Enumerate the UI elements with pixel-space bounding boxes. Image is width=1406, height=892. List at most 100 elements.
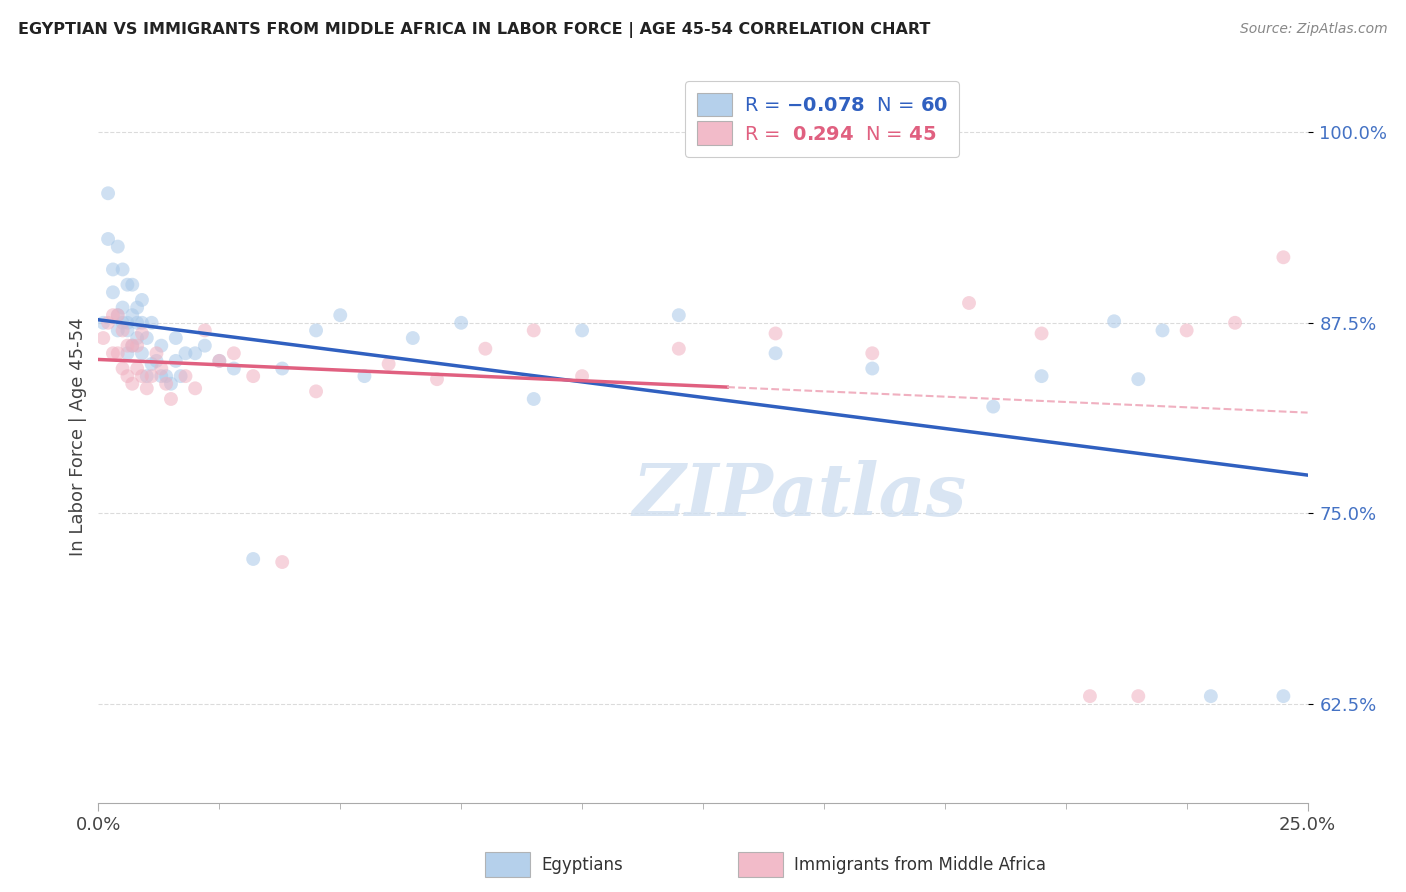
Point bbox=[160, 376, 183, 391]
Point bbox=[111, 316, 134, 330]
Point bbox=[165, 331, 187, 345]
Point bbox=[305, 323, 328, 337]
Point bbox=[121, 339, 143, 353]
Point bbox=[91, 316, 114, 330]
Point bbox=[194, 323, 217, 337]
Point bbox=[402, 331, 425, 345]
Point bbox=[1128, 689, 1150, 703]
Point bbox=[1078, 689, 1101, 703]
Point bbox=[571, 323, 593, 337]
Point bbox=[107, 308, 129, 322]
Point bbox=[353, 369, 375, 384]
Point bbox=[1102, 314, 1125, 328]
Point bbox=[121, 308, 143, 322]
Point bbox=[131, 326, 153, 341]
Point bbox=[107, 346, 129, 360]
Point bbox=[127, 316, 149, 330]
Point bbox=[981, 400, 1004, 414]
Point bbox=[111, 262, 134, 277]
Text: Immigrants from Middle Africa: Immigrants from Middle Africa bbox=[794, 856, 1046, 874]
Point bbox=[523, 392, 546, 406]
Point bbox=[242, 369, 264, 384]
Point bbox=[208, 354, 231, 368]
Point bbox=[194, 339, 217, 353]
Text: Source: ZipAtlas.com: Source: ZipAtlas.com bbox=[1240, 22, 1388, 37]
Point bbox=[271, 361, 294, 376]
Text: Egyptians: Egyptians bbox=[541, 856, 623, 874]
Point bbox=[127, 339, 149, 353]
Point bbox=[150, 361, 173, 376]
Point bbox=[131, 346, 153, 360]
Point bbox=[377, 357, 399, 371]
Point bbox=[117, 346, 139, 360]
Point bbox=[141, 316, 163, 330]
Point bbox=[160, 392, 183, 406]
Point bbox=[127, 301, 149, 315]
Point bbox=[101, 346, 124, 360]
Point bbox=[101, 262, 124, 277]
Point bbox=[141, 357, 163, 371]
Text: EGYPTIAN VS IMMIGRANTS FROM MIDDLE AFRICA IN LABOR FORCE | AGE 45-54 CORRELATION: EGYPTIAN VS IMMIGRANTS FROM MIDDLE AFRIC… bbox=[18, 22, 931, 38]
Point bbox=[174, 369, 197, 384]
Point bbox=[571, 369, 593, 384]
Point bbox=[208, 354, 231, 368]
Point bbox=[957, 296, 980, 310]
Point bbox=[101, 308, 124, 322]
Point bbox=[150, 339, 173, 353]
Point bbox=[222, 346, 245, 360]
Point bbox=[1128, 372, 1150, 386]
Point bbox=[117, 339, 139, 353]
Point bbox=[329, 308, 352, 322]
Point bbox=[127, 361, 149, 376]
Point bbox=[668, 342, 690, 356]
Point bbox=[1223, 316, 1246, 330]
Point bbox=[97, 186, 120, 201]
Point bbox=[271, 555, 294, 569]
Point bbox=[117, 277, 139, 292]
Point bbox=[111, 361, 134, 376]
Point bbox=[450, 316, 472, 330]
Point bbox=[131, 293, 153, 307]
Point bbox=[107, 323, 129, 337]
Point bbox=[150, 369, 173, 384]
Point bbox=[668, 308, 690, 322]
Text: ZIPatlas: ZIPatlas bbox=[633, 460, 967, 531]
Point bbox=[222, 361, 245, 376]
Point bbox=[474, 342, 496, 356]
Point bbox=[135, 369, 157, 384]
Point bbox=[107, 308, 129, 322]
Point bbox=[117, 316, 139, 330]
Point bbox=[97, 232, 120, 246]
Point bbox=[523, 323, 546, 337]
Point bbox=[121, 376, 143, 391]
Point bbox=[174, 346, 197, 360]
Point bbox=[765, 326, 787, 341]
Point bbox=[101, 285, 124, 300]
Point bbox=[1175, 323, 1198, 337]
Point bbox=[765, 346, 787, 360]
Y-axis label: In Labor Force | Age 45-54: In Labor Force | Age 45-54 bbox=[69, 318, 87, 557]
Point bbox=[121, 339, 143, 353]
Point bbox=[131, 369, 153, 384]
Point bbox=[145, 346, 167, 360]
Point bbox=[131, 316, 153, 330]
Point bbox=[111, 301, 134, 315]
Point bbox=[135, 381, 157, 395]
Point bbox=[107, 239, 129, 253]
Point bbox=[91, 331, 114, 345]
Point bbox=[165, 354, 187, 368]
Point bbox=[305, 384, 328, 399]
Point bbox=[1031, 326, 1053, 341]
Point bbox=[169, 369, 191, 384]
Point bbox=[111, 323, 134, 337]
Point bbox=[1272, 689, 1295, 703]
Point bbox=[1152, 323, 1174, 337]
Point bbox=[155, 369, 177, 384]
Point bbox=[145, 354, 167, 368]
Legend: R = $\mathbf{-0.078}$  N = $\mathbf{60}$, R =  $\mathbf{0.294}$  N = $\mathbf{45: R = $\mathbf{-0.078}$ N = $\mathbf{60}$,… bbox=[685, 81, 959, 157]
Point bbox=[1031, 369, 1053, 384]
Point bbox=[97, 316, 120, 330]
Point bbox=[860, 361, 883, 376]
Point bbox=[117, 369, 139, 384]
Point bbox=[135, 331, 157, 345]
